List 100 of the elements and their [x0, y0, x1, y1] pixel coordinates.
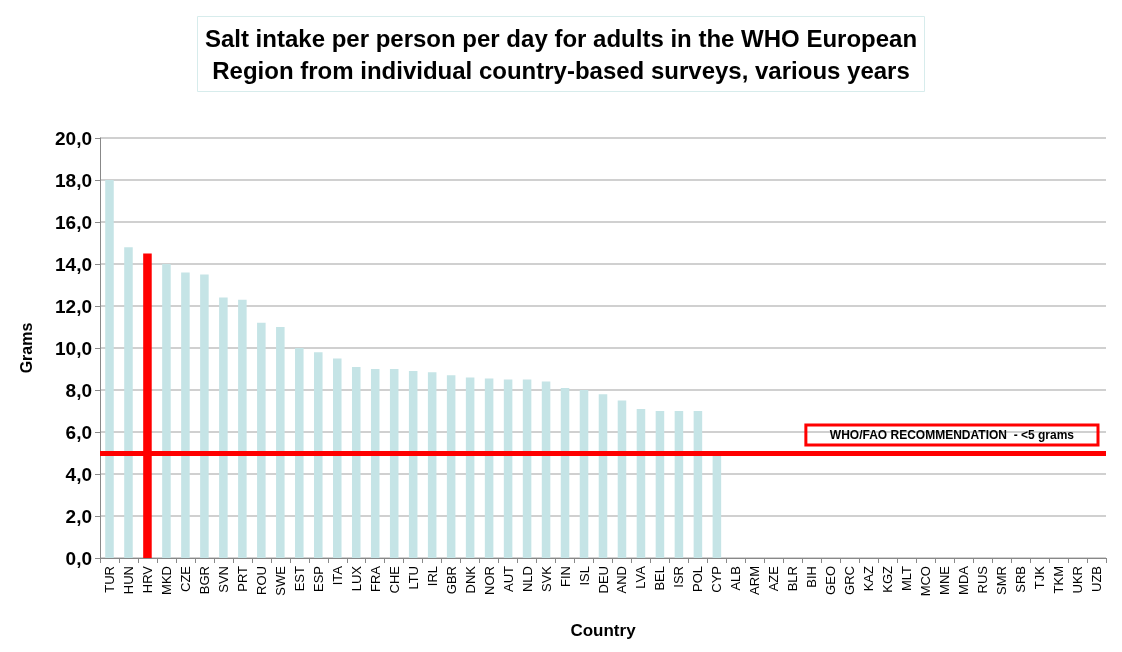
bar [522, 379, 532, 558]
bar [200, 274, 209, 558]
x-axis-title: Country [570, 621, 637, 640]
x-tick-label: ESP [310, 566, 326, 593]
bar [503, 379, 513, 558]
bar [446, 375, 456, 558]
bar [124, 247, 133, 558]
y-tick-label: 6,0 [65, 421, 92, 443]
chart-title: Salt intake per person per day for adults in the WHO European Region from individual country-based surveys, various years [204, 24, 918, 84]
bar [693, 411, 703, 558]
x-tick-label: RUS [975, 565, 991, 594]
x-tick-label: SRB [1013, 566, 1029, 593]
bar [351, 366, 361, 558]
bar [295, 348, 304, 558]
x-tick-label: MNE [937, 565, 953, 595]
bar [238, 299, 247, 558]
y-tick-label: 12,0 [55, 295, 92, 317]
x-tick-label: MCO [918, 566, 934, 597]
bar [465, 377, 475, 558]
x-tick-label: ALB [728, 566, 744, 591]
bar [219, 297, 228, 558]
x-tick-label: GRC [842, 566, 858, 595]
x-tick-label: BEL [652, 566, 668, 591]
x-tick-label: MKD [158, 566, 174, 595]
x-tick-label: NLD [519, 566, 535, 593]
bar [617, 400, 627, 558]
x-tick-label: BLR [785, 566, 801, 592]
x-tick-label: BIH [804, 566, 820, 588]
x-tick-label: AZE [766, 565, 782, 592]
x-tick-label: AUT [500, 565, 516, 592]
x-tick-label: HUN [120, 566, 136, 595]
x-tick-label: MDA [956, 565, 972, 595]
x-tick-label: ITA [329, 565, 345, 586]
x-tick-label: CYP [709, 566, 725, 593]
bar [162, 264, 171, 558]
y-tick-label: 18,0 [55, 169, 92, 191]
x-tick-label: KAZ [861, 565, 877, 592]
bar [314, 352, 323, 558]
y-tick-label: 4,0 [65, 463, 92, 485]
x-tick-label: NOR [481, 566, 497, 595]
y-tick-label: 20,0 [55, 127, 92, 149]
x-tick-label: AND [614, 566, 630, 594]
bar [370, 369, 380, 558]
bar [636, 408, 646, 558]
bar [712, 455, 722, 558]
bar [560, 387, 570, 558]
bar [579, 390, 589, 558]
bar [484, 378, 494, 558]
x-tick-label: TKM [1051, 566, 1067, 594]
y-axis-title: Grams [17, 322, 35, 374]
x-tick-label: SVK [538, 565, 554, 593]
x-tick-label: SVN [215, 566, 231, 593]
x-tick-label: MLT [899, 565, 915, 592]
bar [541, 381, 551, 558]
y-tick-label: 14,0 [55, 253, 92, 275]
x-tick-label: GBR [443, 566, 459, 595]
x-tick-label: FIN [557, 566, 573, 587]
x-tick-label: TUR [101, 566, 117, 593]
bar [105, 180, 114, 558]
bar [257, 322, 266, 558]
x-tick-label: ARM [747, 566, 763, 595]
bar [655, 411, 665, 558]
bar [598, 394, 608, 558]
x-tick-label: GEO [823, 566, 839, 595]
x-tick-label: LTU [405, 566, 421, 590]
x-tick-label: LUX [348, 565, 364, 592]
x-tick-label: TJK [1032, 565, 1048, 590]
bar [181, 272, 190, 558]
x-tick-label: BGR [196, 566, 212, 595]
bar [674, 411, 684, 558]
x-tick-label: ISR [671, 566, 687, 588]
x-tick-label: FRA [367, 565, 383, 592]
y-tick-label: 10,0 [55, 337, 92, 359]
y-tick-label: 2,0 [65, 505, 92, 527]
bar [332, 358, 342, 558]
x-tick-label: UZB [1089, 566, 1105, 592]
x-tick-label: PRT [234, 565, 250, 592]
x-tick-label: DNK [462, 565, 478, 594]
ref-line-label: WHO/FAO RECOMMENDATION - <5 grams [829, 428, 1075, 442]
x-tick-label: POL [690, 566, 706, 593]
x-tick-label: EST [291, 565, 307, 592]
x-tick-label: ISL [576, 566, 592, 586]
x-tick-label: ROU [253, 566, 269, 595]
x-tick-label: KGZ [880, 565, 896, 593]
x-tick-label: SMR [994, 566, 1010, 595]
x-tick-label: SWE [272, 565, 288, 596]
x-tick-label: LVA [633, 565, 649, 589]
bar [408, 371, 418, 558]
x-tick-label: HRV [139, 565, 155, 594]
x-tick-label: UKR [1070, 566, 1086, 594]
y-tick-label: 8,0 [65, 379, 92, 401]
x-tick-label: CZE [177, 565, 193, 592]
x-tick-label: CHE [386, 565, 402, 594]
y-tick-label: 0,0 [65, 547, 92, 569]
x-tick-label: IRL [424, 566, 440, 587]
bar [427, 372, 437, 558]
x-tick-label: DEU [595, 566, 611, 594]
bar [276, 327, 285, 558]
bar [389, 369, 399, 558]
y-tick-label: 16,0 [55, 211, 92, 233]
